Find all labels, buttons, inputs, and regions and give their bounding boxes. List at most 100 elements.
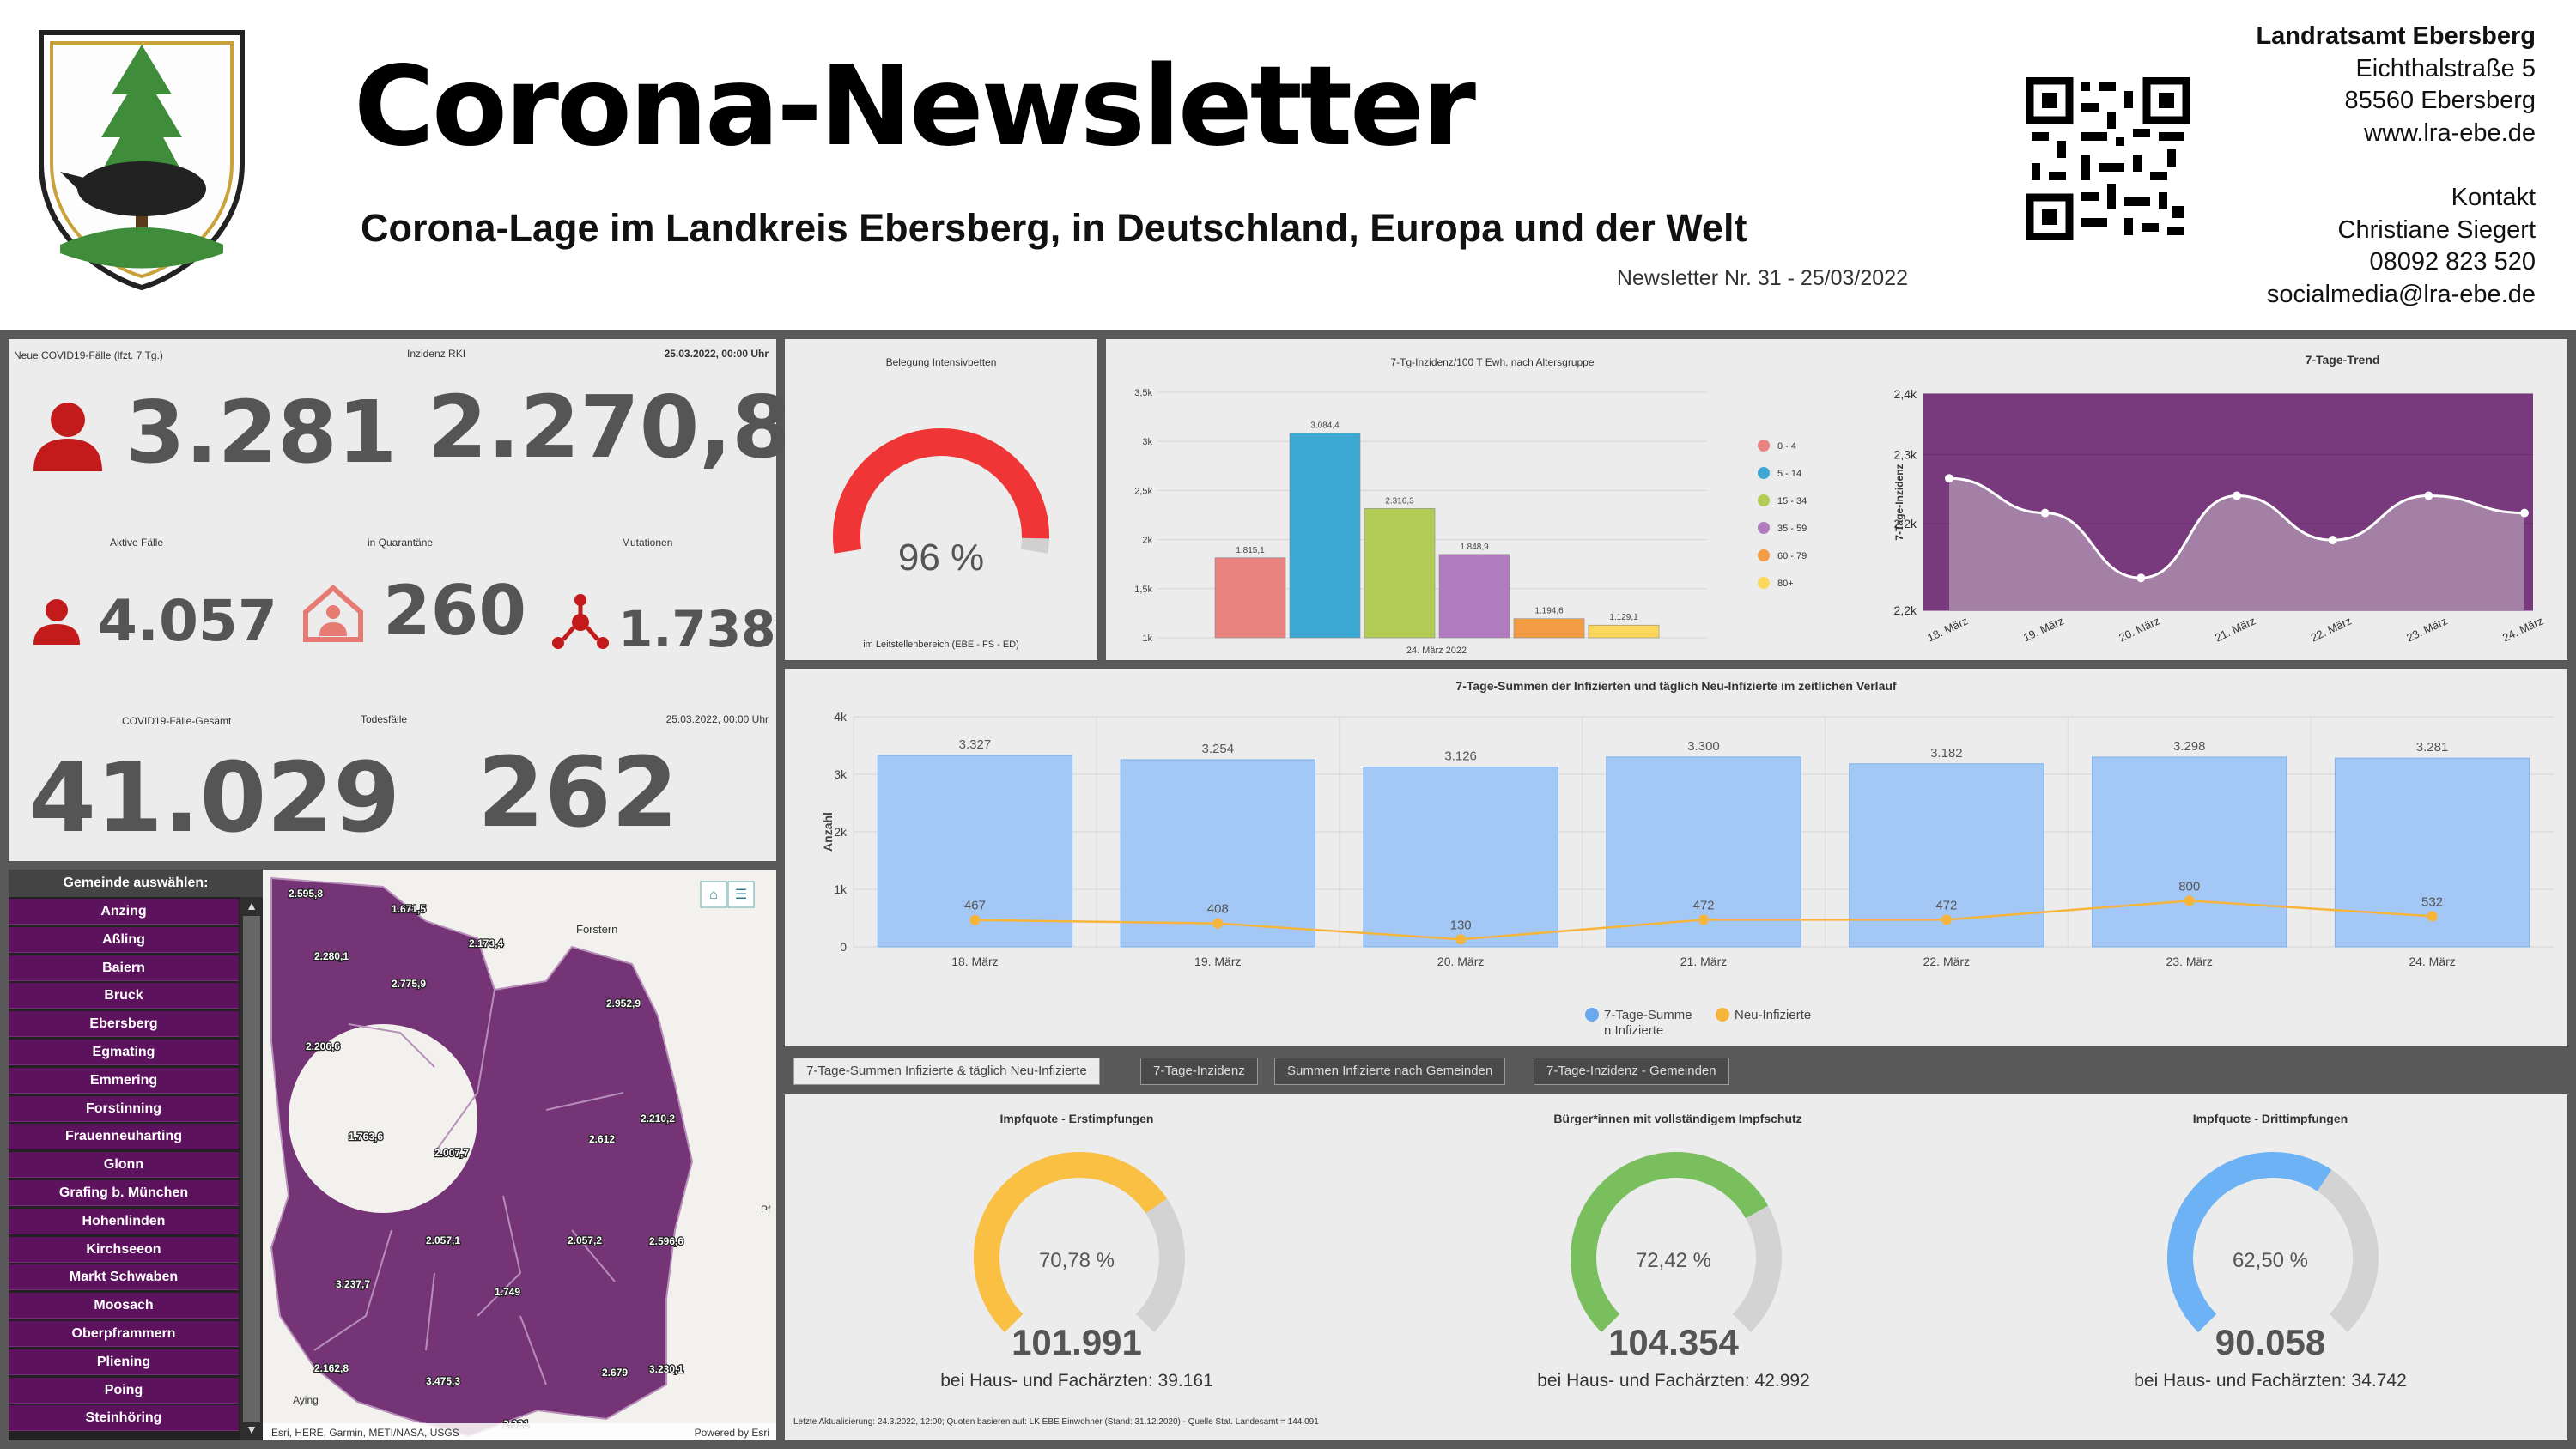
home-button[interactable] [700, 881, 727, 908]
newsletter-header: Corona-Newsletter Corona-Lage im Landkre… [0, 0, 2576, 330]
legend-new-label[interactable]: Neu-Infizierte [1735, 1008, 1811, 1022]
new-infections-point[interactable] [1212, 918, 1224, 929]
new-infections-point[interactable] [2427, 911, 2438, 922]
sum-bar-label: 3.300 [1687, 739, 1720, 754]
trend-x-tick: 20. März [2117, 614, 2161, 644]
municipality-item[interactable]: Emmering [9, 1067, 239, 1094]
municipality-item[interactable]: Bruck [9, 983, 239, 1009]
age-bar[interactable] [1364, 508, 1436, 639]
trend-point[interactable] [2328, 536, 2337, 545]
age-legend-item: 15 - 34 [1777, 496, 1807, 506]
map-value-label: 3.475,3 [426, 1375, 460, 1387]
icu-gauge-fill [833, 428, 1049, 554]
sum-bar-label: 3.298 [2173, 739, 2206, 754]
municipality-item[interactable]: Kirchseeon [9, 1236, 239, 1263]
age-bar[interactable] [1588, 624, 1660, 639]
trend-point[interactable] [2520, 508, 2529, 518]
age-bar[interactable] [1513, 618, 1585, 639]
legend-dot [1758, 522, 1770, 534]
main-chart-title: 7-Tage-Summen der Infizierten und täglic… [1455, 679, 1897, 693]
legend-dot [1758, 577, 1770, 589]
tab-7-tage-summen[interactable]: 7-Tage-Summen Infizierte & täglich Neu-I… [793, 1058, 1100, 1085]
municipality-item[interactable]: Egmating [9, 1039, 239, 1065]
office-website[interactable]: www.lra-ebe.de [2364, 118, 2536, 147]
incidence-value: 2.270,8 [428, 377, 792, 477]
municipality-item[interactable]: Frauenneuharting [9, 1124, 239, 1150]
age-bar[interactable] [1438, 554, 1510, 639]
municipality-item[interactable]: Forstinning [9, 1095, 239, 1122]
vacc-gauge-fill [974, 1152, 1168, 1332]
municipality-item[interactable]: Anzing [9, 899, 239, 925]
main-y-label: Anzahl [821, 812, 835, 852]
vacc-percent-2: 72,42 % [1635, 1249, 1712, 1272]
list-scrollbar[interactable] [240, 897, 263, 1440]
sum-bar[interactable] [1120, 759, 1315, 948]
municipality-item[interactable]: Steinhöring [9, 1405, 239, 1432]
map-value-label: 1.763,6 [349, 1131, 383, 1143]
new-infections-point[interactable] [1698, 914, 1709, 925]
tab-inzidenz-gemeinden[interactable]: 7-Tage-Inzidenz - Gemeinden [1534, 1058, 1729, 1085]
icu-value: 96 % [897, 537, 985, 579]
vacc-percent-1: 70,78 % [1038, 1249, 1115, 1272]
main-x-tick: 20. März [1437, 955, 1484, 968]
municipality-item[interactable]: Ebersberg [9, 1011, 239, 1038]
municipality-item[interactable]: Grafing b. München [9, 1179, 239, 1206]
municipality-item[interactable]: Moosach [9, 1293, 239, 1319]
sum-bar-label: 3.281 [2416, 740, 2449, 755]
sum-bar[interactable] [2092, 756, 2287, 948]
new-infections-label: 800 [2178, 879, 2200, 894]
trend-point[interactable] [1945, 474, 1953, 483]
main-y-tick: 3k [834, 767, 848, 781]
scrollbar-thumb[interactable] [243, 916, 260, 1422]
district-map[interactable]: Forstern Aying Pf 2.595,8 1.671,5 2.280,1 2… [263, 870, 776, 1440]
municipality-item[interactable]: Markt Schwaben [9, 1264, 239, 1291]
municipality-item[interactable]: Aßling [9, 926, 239, 953]
map-value-label: 2.952,9 [606, 997, 641, 1009]
trend-point[interactable] [2424, 491, 2433, 500]
vacc-gauge-fill [2167, 1152, 2332, 1332]
map-value-label: 2.210,2 [641, 1113, 675, 1125]
municipality-item[interactable]: Glonn [9, 1152, 239, 1179]
tab-7-tage-inzidenz[interactable]: 7-Tage-Inzidenz [1140, 1058, 1258, 1085]
vacc-title-3: Impfquote - Drittimpfungen [2192, 1112, 2348, 1125]
new-infections-point[interactable] [2184, 895, 2195, 906]
age-y-tick: 1,5k [1134, 585, 1152, 595]
scroll-up-icon[interactable]: ▲ [246, 899, 258, 912]
age-bar[interactable] [1289, 433, 1361, 639]
map-value-label: 2.057,1 [426, 1234, 460, 1246]
contact-name: Christiane Siegert [2337, 215, 2537, 244]
trend-point[interactable] [2040, 508, 2050, 518]
age-legend-item: 0 - 4 [1777, 441, 1796, 452]
trend-point[interactable] [2136, 573, 2146, 583]
municipality-item[interactable]: Hohenlinden [9, 1208, 239, 1234]
sum-bar-label: 3.126 [1444, 749, 1477, 764]
contact-phone[interactable]: 08092 823 520 [2369, 248, 2536, 276]
municipality-list: Gemeinde auswählen: Anzing Aßling Baiern Br… [9, 870, 263, 1440]
municipality-item[interactable]: Pliening [9, 1349, 239, 1375]
new-infections-point[interactable] [969, 914, 981, 925]
scroll-down-icon[interactable]: ▼ [246, 1422, 258, 1436]
municipality-item[interactable]: Baiern [9, 955, 239, 981]
update-note: Letzte Aktualisierung: 24.3.2022, 12:00;… [793, 1417, 1319, 1427]
age-y-tick: 2,5k [1134, 486, 1152, 496]
legend-button[interactable] [727, 881, 755, 908]
age-bar[interactable] [1214, 557, 1286, 639]
legend-dot [1758, 440, 1770, 452]
legend-new-dot [1716, 1008, 1729, 1022]
tab-summen-gemeinden[interactable]: Summen Infizierte nach Gemeinden [1274, 1058, 1506, 1085]
sum-bar[interactable] [1363, 767, 1558, 948]
contact-email[interactable]: socialmedia@lra-ebe.de [2266, 280, 2536, 308]
trend-area [1949, 478, 2524, 610]
age-x-label: 24. März 2022 [1406, 646, 1467, 656]
stats-date-2: 25.03.2022, 00:00 Uhr [665, 713, 769, 725]
trend-y-tick: 2,4k [1894, 387, 1917, 401]
new-infections-point[interactable] [1941, 914, 1952, 925]
municipality-item[interactable]: Oberpframmern [9, 1320, 239, 1347]
new-infections-point[interactable] [1455, 934, 1467, 945]
office-city: 85560 Ebersberg [2344, 87, 2537, 114]
legend-sum-label[interactable]: 7-Tage-Summe [1604, 1008, 1692, 1022]
age-legend-item: 60 - 79 [1777, 551, 1807, 561]
trend-point[interactable] [2233, 491, 2241, 500]
municipality-item[interactable]: Poing [9, 1377, 239, 1404]
map-value-label: 2.596,6 [649, 1235, 683, 1247]
